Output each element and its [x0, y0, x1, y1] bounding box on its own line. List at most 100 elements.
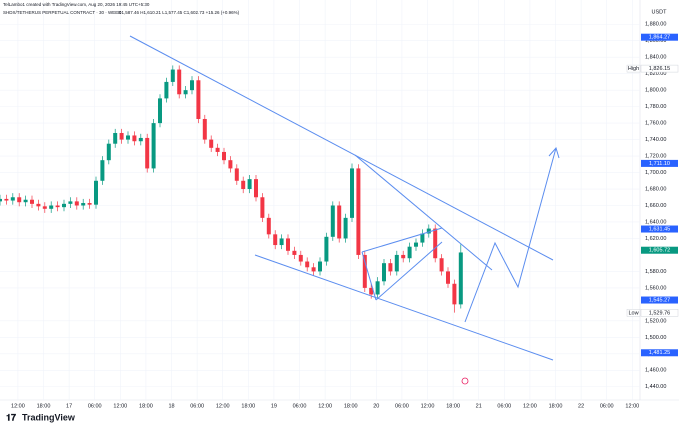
x-tick-label: 06:00	[88, 403, 102, 409]
candle-body	[369, 287, 374, 295]
projection-path	[464, 147, 557, 323]
x-tick-label: 21	[476, 403, 482, 409]
candle-body	[382, 263, 386, 282]
x-tick-label: 12:00	[523, 403, 537, 409]
y-unit: USDT	[652, 9, 668, 15]
y-tick-label: 1,580.00	[645, 269, 666, 275]
candle-body	[254, 179, 258, 198]
candle-body	[420, 233, 425, 243]
price-tag: Low	[628, 310, 638, 316]
price-label-box	[641, 296, 678, 304]
candle-body	[177, 69, 182, 95]
y-tick-label: 1,640.00	[645, 219, 666, 225]
price-label-box	[641, 159, 678, 167]
candle-body	[343, 217, 348, 239]
candle-body	[190, 80, 194, 91]
candle-body	[183, 90, 188, 95]
candle-body	[81, 203, 86, 206]
candle-body	[414, 242, 418, 247]
price-tag-box	[626, 309, 641, 317]
candle-body	[113, 132, 118, 144]
candle-body	[241, 180, 246, 190]
y-tick-label: 1,520.00	[645, 318, 666, 324]
arrow-head	[548, 146, 560, 159]
candle-body	[401, 254, 406, 259]
brand-mark: 𝟏𝟕	[6, 412, 16, 422]
x-tick-label: 18	[168, 403, 174, 409]
price-label-box	[641, 33, 678, 41]
y-tick-label: 1,460.00	[645, 368, 666, 374]
y-tick-label: 1,840.00	[645, 55, 666, 61]
price-label-box	[641, 246, 678, 254]
y-tick-label: 1,860.00	[645, 38, 666, 44]
x-tick-label: 06:00	[395, 403, 409, 409]
x-tick-label: 06:00	[190, 403, 204, 409]
price-label: 1,711.10	[649, 161, 670, 167]
price-label: 1,864.27	[649, 35, 670, 41]
candle-body	[74, 201, 79, 206]
candle-body	[42, 206, 47, 209]
x-tick-label: 12:00	[11, 403, 25, 409]
candle-body	[196, 80, 201, 119]
x-tick-label: 06:00	[293, 403, 307, 409]
candle-body	[222, 151, 226, 161]
candle-body	[30, 199, 34, 204]
candle-body	[266, 217, 271, 235]
candle-body	[145, 137, 150, 169]
price-label-box	[640, 309, 679, 317]
candle-body	[170, 69, 175, 82]
y-tick-label: 1,560.00	[645, 285, 666, 291]
candle-body	[209, 139, 214, 148]
candle-body	[126, 135, 130, 140]
candle-body	[228, 160, 233, 169]
x-tick-label: 12:00	[625, 403, 639, 409]
candle-body	[55, 205, 60, 208]
candle-body	[311, 267, 316, 272]
price-label: 1,529.76	[649, 310, 670, 316]
candle-body	[446, 271, 450, 284]
price-label: 1,545.27	[649, 297, 670, 303]
candle-body	[4, 198, 9, 201]
y-tick-label: 1,800.00	[645, 88, 666, 94]
drawings	[129, 35, 560, 361]
x-tick-label: 20	[373, 403, 379, 409]
y-tick-label: 1,680.00	[645, 186, 666, 192]
price-label-box	[640, 64, 679, 73]
y-tick-label: 1,440.00	[645, 384, 666, 390]
x-tick-label: 12:00	[216, 403, 230, 409]
x-tick-label: 12:00	[421, 403, 435, 409]
candle-body	[407, 246, 412, 259]
candle-body	[158, 98, 162, 124]
y-tick-label: 1,760.00	[645, 121, 666, 127]
candle-body	[426, 228, 431, 234]
y-tick-label: 1,740.00	[645, 137, 666, 143]
price-label: 1,605.72	[649, 248, 670, 254]
candle-body	[356, 168, 361, 255]
x-tick-label: 18:00	[241, 403, 255, 409]
candle-body	[279, 238, 284, 246]
candle-body	[10, 197, 15, 201]
y-tick-label: 1,880.00	[645, 22, 666, 28]
price-label: 1,631.45	[649, 226, 670, 232]
candle-body	[260, 197, 265, 218]
candle-body	[350, 168, 354, 218]
trend-line	[361, 251, 377, 301]
candle-body	[119, 132, 124, 140]
y-tick-label: 1,720.00	[645, 154, 666, 160]
x-tick-label: 19	[271, 403, 277, 409]
y-tick-label: 1,620.00	[645, 236, 666, 242]
price-label: 1,481.25	[649, 350, 670, 356]
candle-body	[49, 205, 54, 209]
candle-body	[388, 263, 393, 272]
candle-body	[94, 180, 98, 205]
x-tick-label: 18:00	[549, 403, 563, 409]
event-icon	[461, 377, 469, 385]
candle-body	[298, 254, 303, 262]
candle-body	[273, 234, 278, 246]
x-tick-label: 18:00	[37, 403, 51, 409]
candle-body	[100, 160, 105, 181]
candle-body	[337, 205, 342, 239]
y-tick-label: 1,660.00	[645, 203, 666, 209]
brand: TradingView	[22, 412, 76, 422]
